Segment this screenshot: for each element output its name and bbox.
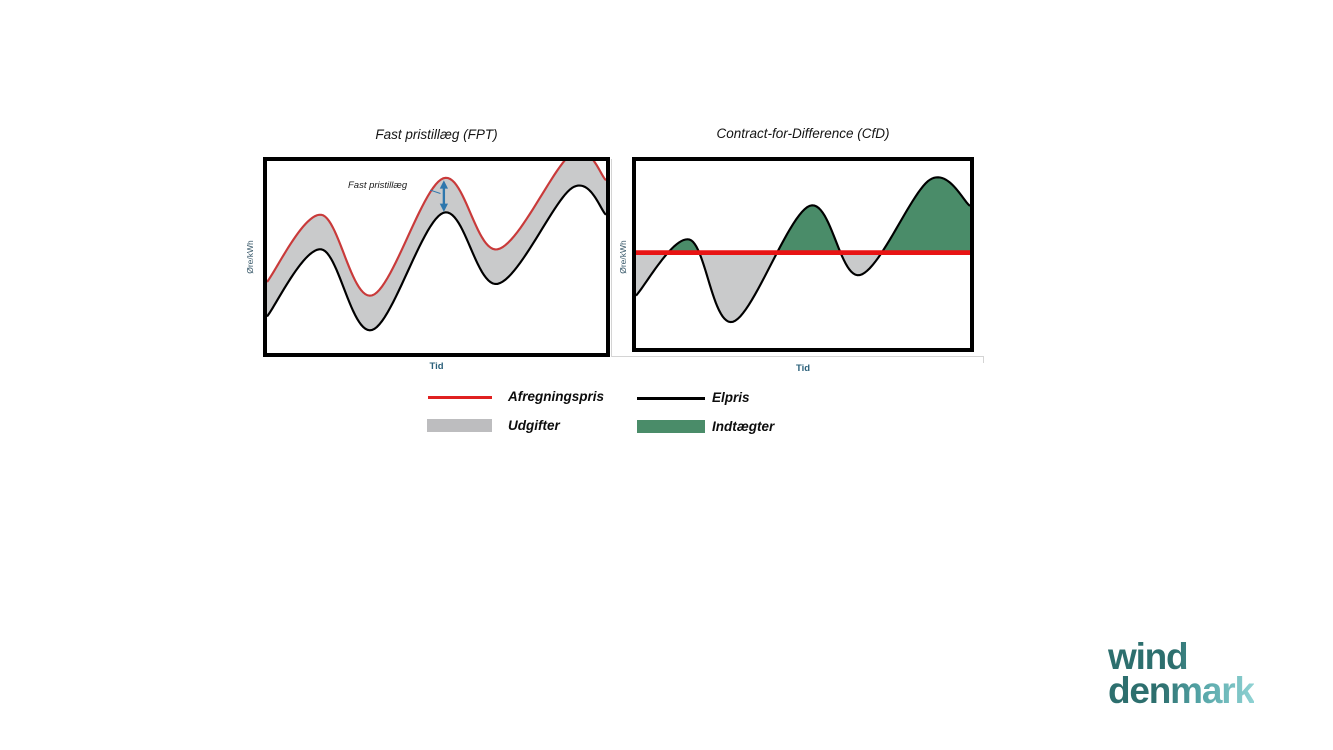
legend-udgifter-label: Udgifter bbox=[508, 418, 560, 433]
wind-denmark-logo: wind denmark bbox=[1108, 638, 1255, 711]
annotation-connector-line bbox=[429, 189, 441, 194]
fpt-chart-frame bbox=[263, 157, 610, 357]
fpt-plot bbox=[267, 161, 606, 332]
legend-afregningspris-swatch bbox=[428, 396, 492, 399]
legend-afregningspris-label: Afregningspris bbox=[508, 389, 605, 404]
elpris-curve bbox=[636, 176, 970, 324]
fpt-y-axis-label: Øre/kWh bbox=[245, 240, 255, 274]
gap-arrow-head-up bbox=[439, 180, 448, 189]
legend-udgifter-swatch bbox=[427, 419, 492, 432]
fpt-chart-title: Fast pristillæg (FPT) bbox=[375, 127, 498, 142]
udgifter-band bbox=[267, 161, 606, 331]
afregningspris-curve bbox=[267, 161, 606, 297]
cfd-chart-title: Contract-for-Difference (CfD) bbox=[716, 126, 890, 141]
cfd-y-axis-line bbox=[611, 159, 612, 357]
fpt-gap-annotation-label: Fast pristillæg bbox=[348, 180, 408, 191]
indtaegter-area bbox=[636, 177, 970, 253]
legend-indtaegter-swatch bbox=[637, 420, 705, 433]
cfd-x-axis-line bbox=[611, 356, 984, 357]
logo-word-denmark: denmark bbox=[1108, 670, 1255, 711]
logo-word-wind: wind bbox=[1108, 638, 1254, 675]
cfd-plot bbox=[636, 176, 970, 324]
legend-indtaegter-label: Indtægter bbox=[712, 419, 775, 434]
gap-arrow-head-down bbox=[439, 203, 448, 212]
cfd-x-axis-label: Tid bbox=[795, 363, 811, 374]
cfd-chart-frame bbox=[632, 157, 974, 352]
fpt-gap-arrow bbox=[429, 180, 448, 212]
elpris-curve bbox=[267, 184, 606, 332]
legend-elpris-swatch bbox=[637, 397, 705, 400]
fpt-x-axis-label: Tid bbox=[429, 361, 444, 372]
cfd-x-axis-tick bbox=[983, 356, 984, 363]
cfd-y-axis-label: Øre/kWh bbox=[618, 240, 628, 274]
legend-elpris-label: Elpris bbox=[712, 390, 750, 405]
